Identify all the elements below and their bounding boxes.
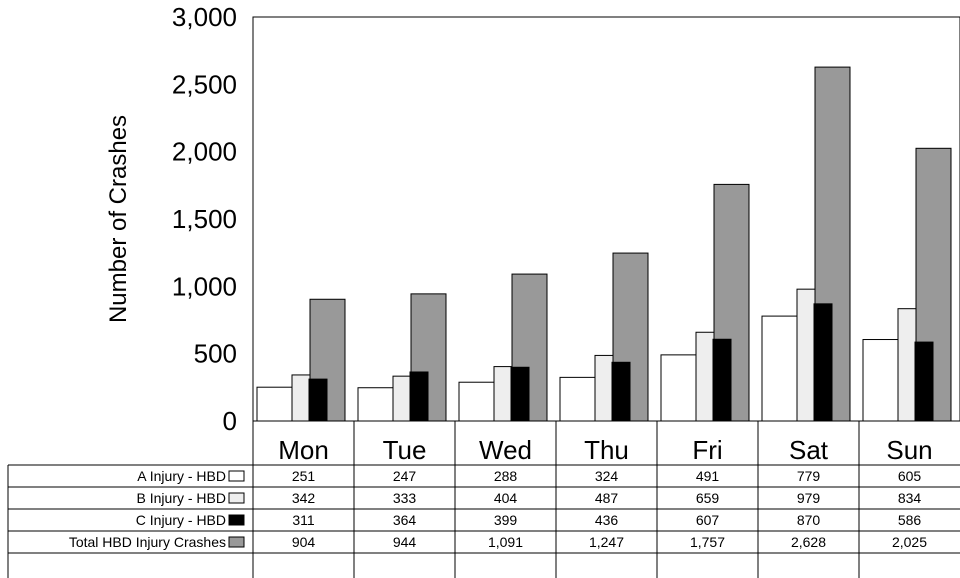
table-cell: 333	[393, 490, 417, 506]
y-axis-label: Number of Crashes	[105, 115, 132, 323]
y-tick-label: 3,000	[172, 2, 237, 32]
table-cell: 779	[797, 468, 821, 484]
legend-entry: C Injury - HBD	[136, 512, 226, 528]
table-cell: 607	[696, 512, 720, 528]
category-label-mon: Mon	[278, 435, 329, 465]
legend-swatch	[228, 536, 245, 548]
table-cell: 1,247	[589, 534, 624, 550]
table-cell: 491	[696, 468, 720, 484]
bar-c-injury-hbd-mon	[308, 378, 328, 422]
bar-a-injury-hbd-sat	[761, 315, 798, 422]
bar-c-injury-hbd-sun	[914, 341, 934, 422]
bar-c-injury-hbd-sat	[813, 303, 833, 422]
legend-swatch	[228, 514, 245, 526]
bar-c-injury-hbd-tue	[409, 371, 429, 422]
table-cell: 2,025	[892, 534, 927, 550]
category-label-tue: Tue	[383, 435, 427, 465]
y-tick-label: 2,500	[172, 69, 237, 99]
category-label-sat: Sat	[789, 435, 829, 465]
category-label-sun: Sun	[886, 435, 932, 465]
bar-c-injury-hbd-wed	[510, 366, 530, 422]
bar-a-injury-hbd-tue	[357, 387, 394, 422]
category-label-wed: Wed	[479, 435, 532, 465]
table-cell: 364	[393, 512, 417, 528]
table-cell: 487	[595, 490, 619, 506]
bar-a-injury-hbd-wed	[458, 381, 495, 422]
table-cell: 436	[595, 512, 619, 528]
table-cell: 288	[494, 468, 518, 484]
bar-a-injury-hbd-sun	[862, 339, 899, 422]
legend-entry: A Injury - HBD	[137, 468, 226, 484]
y-tick-label: 2,000	[172, 137, 237, 167]
plot-area: 0 500 1,000 1,500 2,000 2,500 3,000	[172, 2, 960, 436]
table-cell: 870	[797, 512, 821, 528]
legend-entry: Total HBD Injury Crashes	[69, 534, 226, 550]
category-label-fri: Fri	[692, 435, 722, 465]
table-cell: 944	[393, 534, 417, 550]
bar-c-injury-hbd-thu	[611, 361, 631, 422]
bar-a-injury-hbd-fri	[660, 354, 697, 422]
bar-a-injury-hbd-mon	[256, 386, 293, 422]
table-cell: 324	[595, 468, 619, 484]
table-cell: 311	[292, 512, 315, 528]
table-cell: 404	[494, 490, 518, 506]
y-tick-label: 1,500	[172, 204, 237, 234]
table-cell: 342	[292, 490, 316, 506]
table-cell: 247	[393, 468, 417, 484]
bar-a-injury-hbd-thu	[559, 376, 596, 422]
table-cell: 2,628	[791, 534, 826, 550]
table-cell: 904	[292, 534, 316, 550]
table-cell: 251	[292, 468, 316, 484]
bar-c-injury-hbd-fri	[712, 338, 732, 422]
table-cell: 659	[696, 490, 720, 506]
table-cell: 834	[898, 490, 922, 506]
legend-entry: B Injury - HBD	[137, 490, 226, 506]
table-cell: 1,091	[488, 534, 523, 550]
table-cell: 399	[494, 512, 518, 528]
table-cell: 979	[797, 490, 821, 506]
y-tick-label: 1,000	[172, 271, 237, 301]
y-tick-label: 0	[223, 406, 237, 436]
data-table: Mon Tue Wed Thu Fri Sat Sun A Injury - HBD 251 24…	[7, 420, 960, 578]
table-cell: 586	[898, 512, 922, 528]
legend-swatch	[228, 470, 245, 482]
y-tick-label: 500	[194, 339, 237, 369]
table-cell: 1,757	[690, 534, 725, 550]
category-label-thu: Thu	[584, 435, 629, 465]
legend-swatch	[228, 492, 245, 504]
table-cell: 605	[898, 468, 922, 484]
